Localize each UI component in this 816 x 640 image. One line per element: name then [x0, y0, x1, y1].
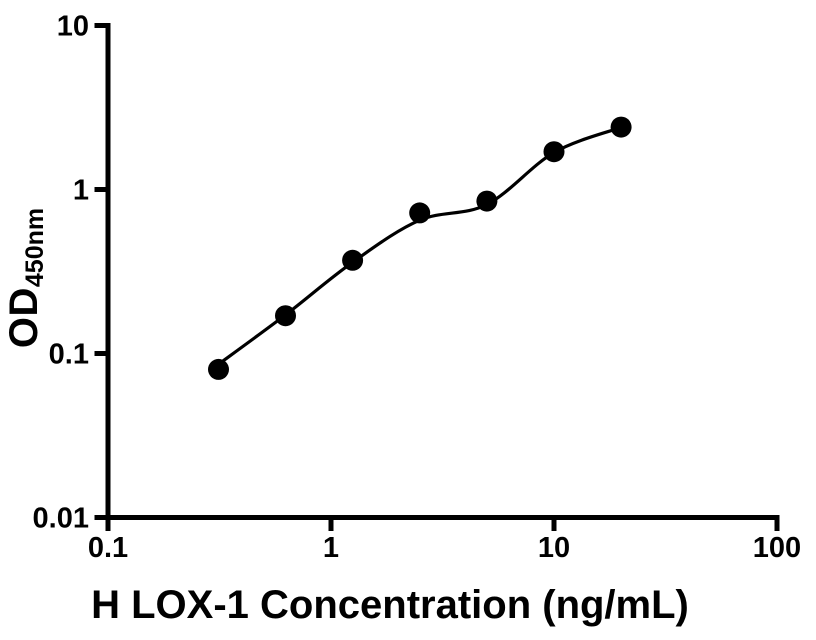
y-tick-label: 1 [73, 175, 89, 207]
data-point [543, 141, 565, 163]
y-tick-label: 0.01 [33, 503, 89, 535]
x-axis-title: H LOX-1 Concentration (ng/mL) [91, 583, 689, 627]
fit-curve [217, 125, 622, 366]
data-point [275, 305, 296, 327]
data-point [342, 249, 364, 271]
y-axis-title-subscript: 450nm [21, 207, 49, 288]
y-axis-title-main: OD [2, 287, 46, 349]
x-tick-label: 100 [753, 532, 801, 564]
data-point [208, 358, 229, 380]
x-tick-label: 0.1 [88, 532, 128, 564]
data-point [476, 190, 498, 212]
y-axis-title: OD450nm [2, 208, 50, 348]
data-point [409, 202, 431, 224]
x-tick-label: 1 [323, 532, 339, 564]
x-tick-label: 10 [538, 532, 570, 564]
y-tick-label: 10 [57, 11, 89, 43]
data-point [610, 116, 632, 138]
y-tick-label: 0.1 [49, 339, 89, 371]
